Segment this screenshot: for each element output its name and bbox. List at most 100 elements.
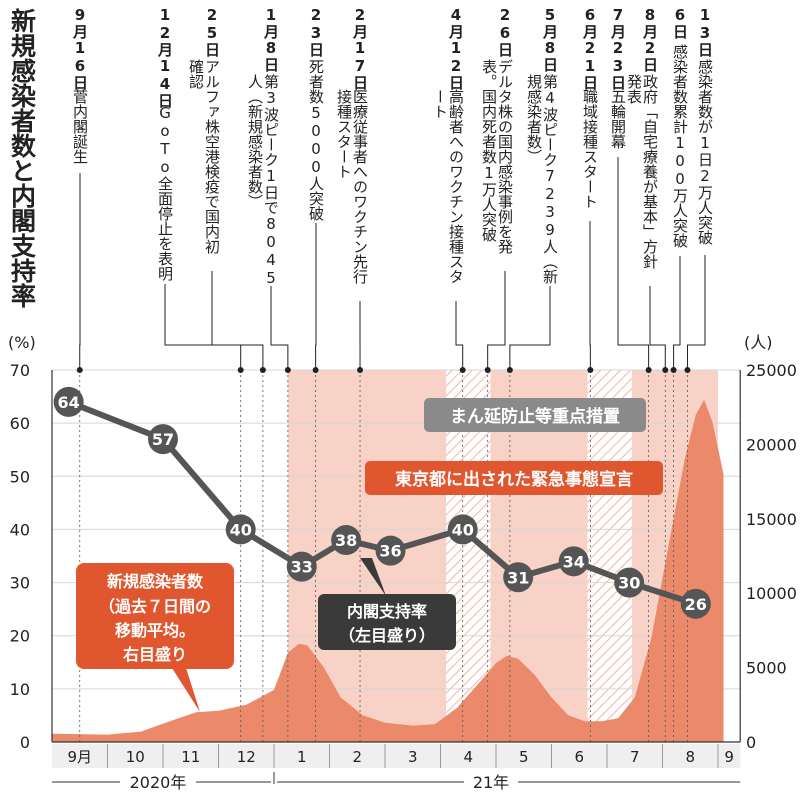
right-tick-label: 0 (746, 733, 756, 752)
event-dot (484, 367, 491, 373)
event-text: 表。国内死者数1万人突破 (480, 59, 498, 242)
left-tick-label: 20 (10, 627, 30, 646)
right-tick-label: 10000 (746, 584, 797, 603)
event-date: 26日 (496, 6, 514, 58)
year-label: 2020年 (130, 773, 187, 792)
infection-note-line-1: 新規感染者数 (107, 572, 204, 591)
infection-note-line-2: （過去７日間の (99, 597, 211, 616)
month-label: 3 (408, 748, 418, 766)
approval-value-label: 30 (618, 574, 640, 593)
event-text: 医療従事者へのワクチン先行 (351, 89, 369, 285)
right-axis-unit: (人) (744, 333, 773, 352)
month-bar (52, 744, 741, 768)
approval-marker (503, 562, 534, 593)
event-dot (684, 367, 691, 373)
event-text: 発表 (625, 74, 643, 104)
approval-marker (614, 567, 645, 598)
month-label: 12 (237, 748, 256, 766)
event-leader (686, 255, 706, 370)
month-label: 1 (297, 748, 307, 766)
approval-marker (148, 424, 178, 455)
left-axis-unit: (%) (8, 333, 36, 352)
approval-marker (286, 551, 317, 582)
approval-value-label: 64 (58, 393, 80, 412)
approval-value-label: 38 (335, 531, 357, 550)
event-date: 2月17日 (351, 6, 369, 91)
approval-value-label: 26 (685, 595, 707, 614)
left-tick-label: 70 (10, 361, 30, 380)
event-dot (670, 367, 677, 373)
event-dot (76, 367, 83, 373)
event-date: 6月21日 (581, 6, 599, 91)
chart-title: 新規感染者数と内閣支持率 (8, 7, 37, 308)
axes: 0 10 20 30 40 50 60 70 0 5000 10000 15000 20000 25000… (10, 361, 797, 792)
event-dot (357, 367, 364, 373)
right-tick-label: 25000 (746, 361, 797, 380)
event-date: 8月2日 (641, 6, 659, 73)
month-label: 5 (519, 748, 529, 766)
month-label: 4 (463, 748, 473, 766)
event-dot (662, 367, 669, 373)
approval-value-label: 36 (379, 542, 401, 561)
event-text: デルタ株の国内感染事例を発 (496, 59, 514, 255)
event-date: 9月16日 (71, 6, 89, 91)
event-leader (617, 157, 650, 370)
approval-marker (331, 525, 362, 556)
event-text: アルファ株空港検疫で国内初 (203, 59, 221, 255)
year-label-bg (120, 771, 196, 792)
event-text: 感染者数が1日2万人突破 (696, 59, 714, 245)
event-text: ート (431, 89, 449, 119)
event-annotations: 9月16日菅内閣誕生12月14日GoTo全面停止を表明25日アルファ株空港検疫で… (71, 6, 714, 742)
event-date: 13日 (696, 6, 714, 58)
measures-label: まん延防止等重点措置 (450, 406, 620, 427)
approval-note-line-1: 内閣支持率 (347, 602, 427, 621)
event-text: 接種スタート (335, 89, 353, 179)
event-dot (645, 367, 652, 373)
approval-value-label: 31 (507, 568, 529, 587)
year-label-bg (464, 771, 518, 792)
event-text: 死者数5000人突破 (307, 59, 325, 221)
approval-marker (680, 588, 711, 619)
infection-note-line-4: 右目盛り (123, 645, 187, 664)
infection-note-line-3: 移動平均。 (115, 621, 195, 640)
right-tick-label: 15000 (746, 510, 797, 529)
right-tick-label: 20000 (746, 435, 797, 454)
event-dot (459, 367, 466, 373)
left-tick-label: 0 (20, 733, 30, 752)
event-dot (587, 367, 594, 373)
approval-marker (447, 514, 478, 545)
approval-note-line-2: （左目盛り） (339, 626, 435, 645)
event-dot (259, 367, 266, 373)
event-leader (509, 286, 551, 370)
event-date: 6日 (671, 6, 689, 40)
approval-marker (558, 546, 589, 577)
event-text: 政府「自宅療養が基本」方針 (641, 74, 659, 269)
approval-marker (53, 386, 84, 417)
event-text: 人（新規感染者数） (246, 74, 264, 209)
approval-value-label: 57 (152, 430, 174, 449)
approval-value-label: 34 (563, 552, 585, 571)
approval-value-label: 33 (291, 558, 313, 577)
event-dot (284, 367, 291, 373)
emergency-label: 東京都に出された緊急事態宣言 (395, 469, 633, 490)
event-date: 4月12日 (447, 6, 465, 91)
infection-area (52, 399, 724, 742)
event-date: 7月23日 (609, 6, 627, 91)
approval-note-box: 内閣支持率 （左目盛り） (318, 558, 456, 650)
event-leader (270, 286, 289, 370)
emergency-label-box: 東京都に出された緊急事態宣言 (365, 461, 663, 495)
left-tick-label: 50 (10, 467, 30, 486)
month-label: 7 (630, 748, 640, 766)
infection-note-box: 新規感染者数 （過去７日間の 移動平均。 右目盛り (76, 563, 234, 712)
event-text: 菅内閣誕生 (71, 89, 89, 164)
left-tick-label: 30 (10, 574, 30, 593)
event-text: GoTo全面停止を表明 (156, 104, 174, 282)
